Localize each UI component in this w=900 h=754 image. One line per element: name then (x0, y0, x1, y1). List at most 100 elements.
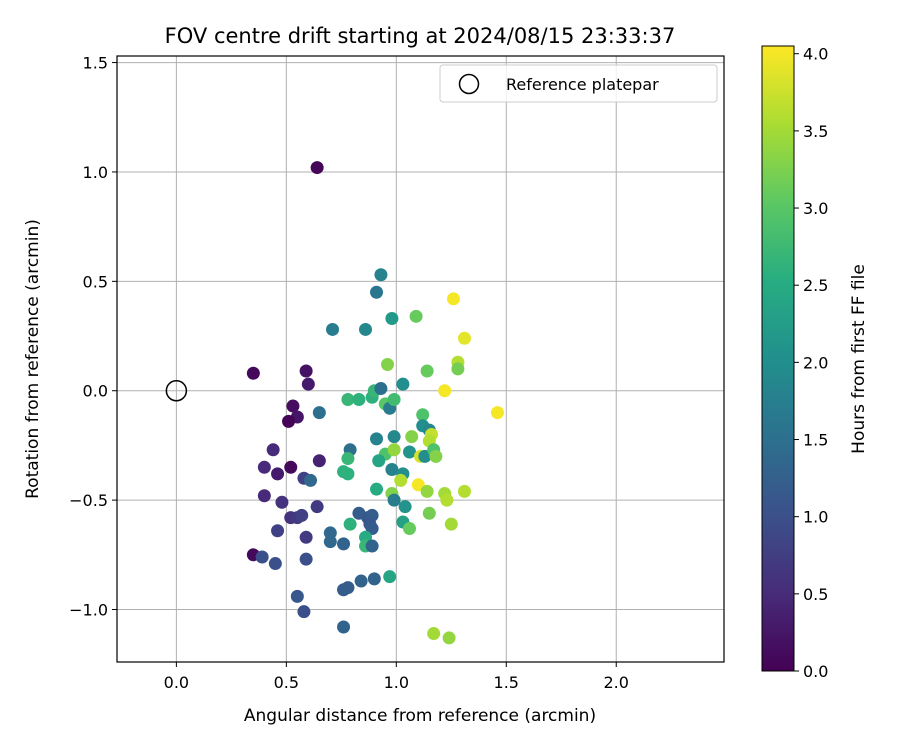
data-point (295, 508, 309, 522)
data-point (444, 517, 458, 531)
colorbar-gradient (761, 45, 795, 672)
data-point (370, 482, 384, 496)
data-point (266, 443, 280, 457)
data-point (312, 454, 326, 468)
data-point (403, 445, 417, 459)
data-point (290, 589, 304, 603)
data-point (304, 473, 318, 487)
data-point (451, 362, 465, 376)
grid (117, 56, 724, 662)
data-point (312, 406, 326, 420)
data-point (385, 462, 399, 476)
data-point (365, 539, 379, 553)
data-point (299, 364, 313, 378)
data-point (370, 285, 384, 299)
data-point (457, 484, 471, 498)
data-point (310, 161, 324, 175)
data-point (374, 268, 388, 282)
data-point (438, 384, 452, 398)
data-point (341, 581, 355, 595)
data-point (420, 364, 434, 378)
colorbar-tick-label: 3.0 (803, 199, 828, 218)
data-point (387, 430, 401, 444)
legend-marker-icon (458, 73, 480, 95)
legend: Reference platepar (439, 64, 718, 103)
data-point (403, 522, 417, 536)
colorbar-tick-label: 0.0 (803, 662, 828, 681)
x-tick-label: 0.5 (274, 673, 299, 692)
y-tick-label: 0.0 (83, 382, 108, 401)
data-point (284, 460, 298, 474)
colorbar-tick-label: 0.5 (803, 585, 828, 604)
y-tick-label: 0.5 (83, 272, 108, 291)
y-tick-label: −0.5 (69, 491, 108, 510)
legend-box (439, 64, 718, 103)
data-point (420, 484, 434, 498)
x-tick-label: 0.0 (164, 673, 189, 692)
reference-point (165, 379, 188, 402)
x-axis-label: Angular distance from reference (arcmin) (244, 706, 596, 726)
colorbar-tick-label: 4.0 (803, 45, 828, 64)
data-point (457, 331, 471, 345)
data-point (341, 452, 355, 466)
data-point (341, 392, 355, 406)
colorbar-label: Hours from first FF file (849, 264, 869, 454)
data-point (337, 620, 351, 634)
y-tick-label: 1.0 (83, 163, 108, 182)
data-point (440, 493, 454, 507)
x-tick-label: 1.5 (494, 673, 519, 692)
colorbar-tick-label: 1.5 (803, 431, 828, 450)
data-point (310, 500, 324, 514)
data-point (427, 627, 441, 641)
data-point (416, 408, 430, 422)
x-tick-label: 1.0 (384, 673, 409, 692)
data-point (301, 377, 315, 391)
colorbar-tick-label: 2.5 (803, 276, 828, 295)
data-point (396, 377, 410, 391)
data-point (297, 605, 311, 619)
data-point (381, 357, 395, 371)
data-point (429, 449, 443, 463)
data-point (286, 399, 300, 413)
data-point (442, 631, 456, 645)
data-point (343, 517, 357, 531)
data-point (299, 552, 313, 566)
data-point (385, 312, 399, 326)
data-point (398, 500, 412, 514)
data-point (352, 392, 366, 406)
data-point (337, 537, 351, 551)
y-tick-label: −1.0 (69, 600, 108, 619)
data-point (409, 309, 423, 323)
data-point (255, 550, 269, 564)
data-point (323, 535, 337, 549)
y-tick-label: 1.5 (83, 54, 108, 73)
data-point (271, 524, 285, 538)
legend-label: Reference platepar (506, 75, 659, 94)
data-point (422, 506, 436, 520)
data-point (387, 392, 401, 406)
data-point (354, 574, 368, 588)
data-point (405, 430, 419, 444)
x-tick-label: 2.0 (604, 673, 629, 692)
colorbar-tick-label: 2.0 (803, 353, 828, 372)
colorbar-tick-label: 3.5 (803, 122, 828, 141)
data-point (341, 467, 355, 481)
chart-title: FOV centre drift starting at 2024/08/15 … (165, 24, 676, 48)
data-point (372, 454, 386, 468)
data-point (446, 292, 460, 306)
data-point (282, 414, 296, 428)
data-point (257, 460, 271, 474)
data-point (387, 443, 401, 457)
plot-frame (116, 55, 725, 663)
data-point (271, 467, 285, 481)
data-point (299, 530, 313, 544)
data-point (268, 557, 282, 571)
x-axis-ticks: 0.0 0.5 1.0 1.5 2.0 (164, 662, 629, 692)
data-point (374, 382, 388, 396)
data-point (275, 495, 289, 509)
data-points (165, 161, 504, 645)
data-point (257, 489, 271, 503)
data-point (370, 432, 384, 446)
